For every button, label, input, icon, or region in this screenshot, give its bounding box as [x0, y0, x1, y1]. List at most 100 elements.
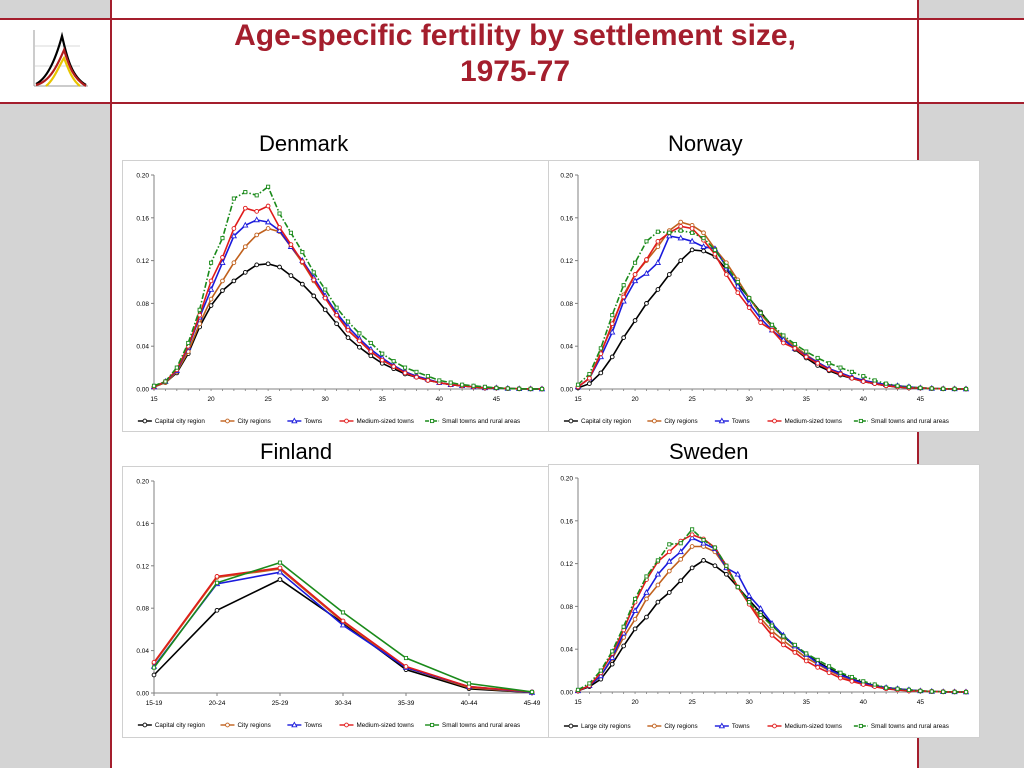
data-point: [758, 612, 763, 618]
x-tick-label: 15: [150, 396, 158, 403]
legend-item: City regions: [647, 418, 698, 425]
legend-label: Capital city region: [155, 418, 206, 425]
data-point: [174, 365, 179, 370]
x-tick-label: 45: [917, 699, 925, 706]
series-line: [577, 229, 967, 390]
legend-label: Towns: [732, 418, 750, 425]
data-point: [929, 689, 934, 694]
data-point: [666, 549, 672, 555]
legend-label: Medium-sized towns: [784, 418, 841, 425]
data-point: [517, 386, 522, 391]
legend-item: Medium-sized towns: [767, 723, 842, 730]
data-point: [632, 318, 638, 323]
data-point: [621, 294, 626, 300]
data-point: [414, 369, 419, 374]
data-point: [609, 321, 615, 327]
data-point: [368, 349, 374, 354]
data-point: [792, 650, 798, 655]
legend-swatch-marker: [142, 722, 148, 728]
data-point: [403, 664, 409, 669]
data-point: [334, 312, 339, 318]
data-point: [220, 278, 225, 284]
legend-label: Towns: [304, 418, 322, 425]
data-point: [666, 272, 672, 277]
y-tick-label: 0.04: [560, 344, 573, 351]
x-tick-label: 35: [379, 396, 387, 403]
data-point: [952, 689, 957, 694]
data-point: [963, 689, 969, 695]
data-point: [678, 258, 684, 263]
legend-item: Medium-sized towns: [767, 418, 842, 425]
data-point: [952, 386, 957, 391]
legend-item: Small towns and rural areas: [425, 418, 520, 425]
data-point: [781, 638, 786, 643]
data-point: [735, 290, 741, 296]
data-point: [254, 232, 260, 238]
data-point: [758, 320, 763, 326]
data-point: [264, 218, 272, 225]
data-point: [792, 345, 798, 351]
data-point: [667, 542, 672, 547]
y-tick-label: 0.20: [136, 479, 149, 486]
data-point: [689, 565, 695, 571]
y-tick-label: 0.08: [560, 301, 573, 308]
data-point: [814, 659, 821, 666]
legend-label: Large city regions: [581, 723, 631, 730]
y-tick-label: 0.16: [136, 215, 149, 222]
data-point: [781, 634, 786, 639]
legend-swatch-marker: [718, 417, 726, 424]
data-point: [403, 655, 409, 661]
legend-swatch-marker: [858, 723, 863, 729]
data-point: [231, 278, 237, 284]
data-point: [357, 344, 362, 350]
y-tick-label: 0.16: [560, 215, 573, 222]
legend-swatch-marker: [291, 417, 298, 424]
data-point: [631, 277, 639, 284]
x-tick-label: 30: [322, 396, 330, 403]
data-point: [746, 299, 753, 306]
data-point: [941, 386, 946, 391]
data-point: [231, 196, 236, 201]
chart-frame: [122, 466, 550, 738]
data-point: [242, 221, 249, 228]
legend-label: Towns: [304, 722, 322, 729]
series-4: [575, 527, 969, 695]
data-point: [769, 628, 775, 634]
sweden-heading: Sweden: [669, 439, 749, 464]
data-point: [208, 278, 214, 284]
data-point: [666, 557, 673, 564]
data-point: [712, 563, 718, 569]
legend-swatch-marker: [344, 418, 349, 424]
data-point: [826, 367, 832, 373]
data-point: [633, 260, 638, 265]
page-title: Age-specific fertility by settlement siz…: [120, 18, 910, 90]
x-tick-label: 30: [746, 699, 754, 706]
data-point: [598, 370, 604, 376]
data-point: [827, 664, 832, 669]
data-point: [379, 357, 385, 363]
data-point: [677, 234, 684, 241]
header-gray-right: [918, 0, 1024, 18]
data-point: [769, 623, 775, 628]
data-point: [220, 236, 225, 241]
data-point: [906, 384, 911, 389]
data-point: [838, 675, 843, 681]
x-tick-label: 20: [207, 396, 215, 403]
y-tick-label: 0.12: [560, 258, 573, 265]
x-tick-label: 20-24: [209, 700, 226, 707]
data-point: [633, 596, 638, 601]
data-point: [254, 262, 260, 268]
data-point: [689, 226, 695, 231]
data-point: [528, 386, 533, 391]
legend-swatch-marker: [568, 418, 574, 424]
data-point: [654, 259, 662, 265]
y-tick-label: 0.00: [560, 387, 573, 394]
data-point: [827, 361, 832, 366]
data-point: [632, 626, 638, 632]
data-point: [631, 607, 639, 613]
data-point: [242, 244, 248, 250]
norway-chart: 0.00 0.04 0.08 0.12 0.16 0.20 15 20 25 30 35 40 45 Ca…: [548, 160, 980, 432]
data-point: [803, 658, 809, 664]
data-point: [300, 281, 305, 287]
data-point: [918, 385, 923, 390]
